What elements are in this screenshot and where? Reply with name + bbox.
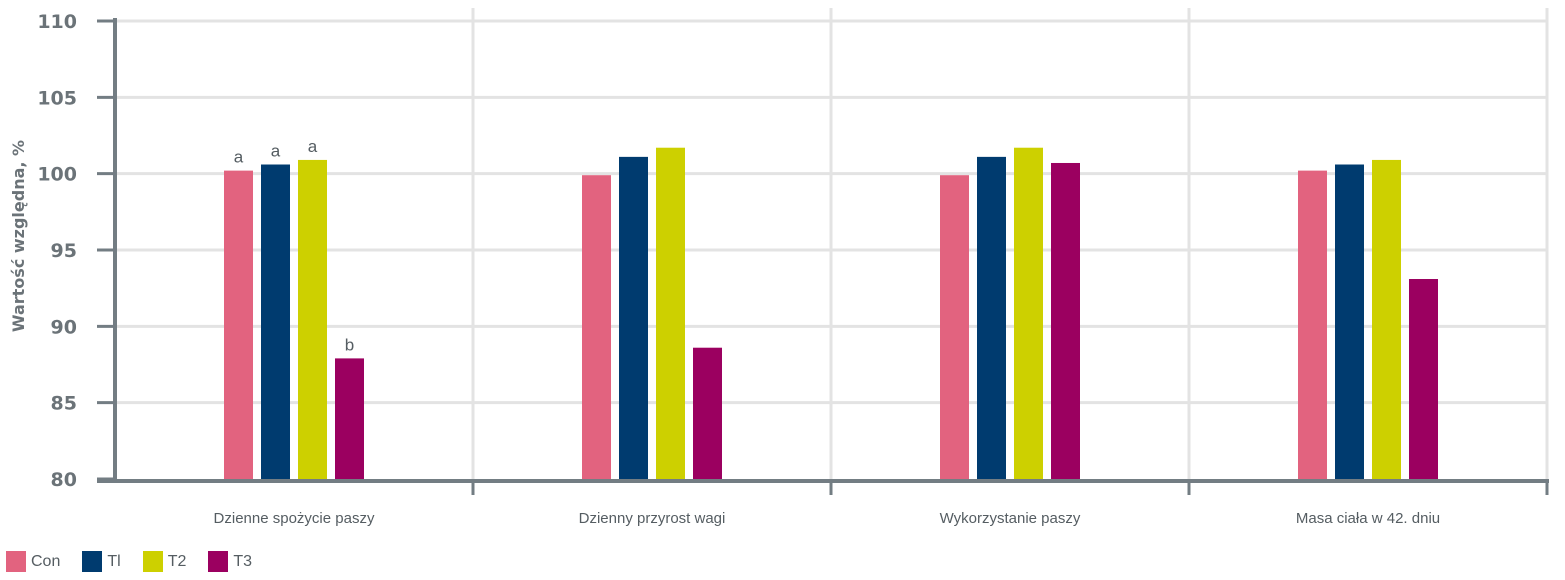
y-axis-label: Wartość względna, % [9,140,28,332]
legend-swatch [82,551,103,572]
bars [224,147,1438,480]
axes [97,18,1549,495]
legend-item-t2: T2 [142,551,187,572]
bar-tl-2 [977,156,1006,479]
bar-tl-3 [1335,164,1364,480]
legend-label: T2 [167,552,187,570]
y-tick-label: 80 [51,469,77,491]
bar-t3-3 [1409,279,1438,479]
bar-t2-3 [1372,159,1401,479]
bar-t3-1 [693,347,722,479]
legend-item-t3: T3 [208,551,252,572]
legend-swatch [6,551,26,572]
bar-tl-1 [619,156,648,479]
data-label: a [234,148,244,167]
bar-t2-1 [656,147,685,480]
legend-swatch [142,551,163,572]
y-tick-label: 105 [37,87,77,109]
x-tick-label: Dzienny przyrost wagi [579,510,726,527]
data-label: a [271,142,281,161]
bar-tl-0 [261,164,290,480]
x-tick-label: Wykorzystanie paszy [940,510,1081,527]
tick-labels: a a a b 80 85 90 95 100 105 110 Dzienne spożycie pa… [37,11,1440,527]
x-tick-label: Dzienne spożycie paszy [214,510,375,527]
legend-label: T3 [233,552,253,570]
bar-con-0 [224,170,253,479]
y-tick-label: 100 [37,164,77,186]
legend-item-con: Con [6,551,60,572]
y-tick-label: 110 [37,11,77,33]
bar-con-3 [1298,170,1327,479]
data-label: b [345,335,354,354]
bar-t2-2 [1014,147,1043,480]
y-tick-label: 95 [51,240,77,262]
bar-chart: a a a b 80 85 90 95 100 105 110 Dzienne spożycie pa… [9,8,1549,527]
legend-label: Tl [107,552,121,570]
y-tick-label: 90 [51,316,77,338]
grid-lines [115,8,1549,479]
bar-t3-0 [335,358,364,479]
legend-label: Con [31,552,61,570]
legend: Con Tl T2 T3 [6,551,252,572]
bar-con-2 [940,175,969,479]
y-tick-label: 85 [51,393,77,415]
data-label: a [308,137,318,156]
legend-swatch [208,551,229,572]
bar-t3-2 [1051,162,1080,480]
bar-con-1 [582,175,611,479]
legend-item-tl: Tl [82,551,121,572]
x-tick-label: Masa ciała w 42. dniu [1296,510,1440,527]
bar-t2-0 [298,159,327,479]
